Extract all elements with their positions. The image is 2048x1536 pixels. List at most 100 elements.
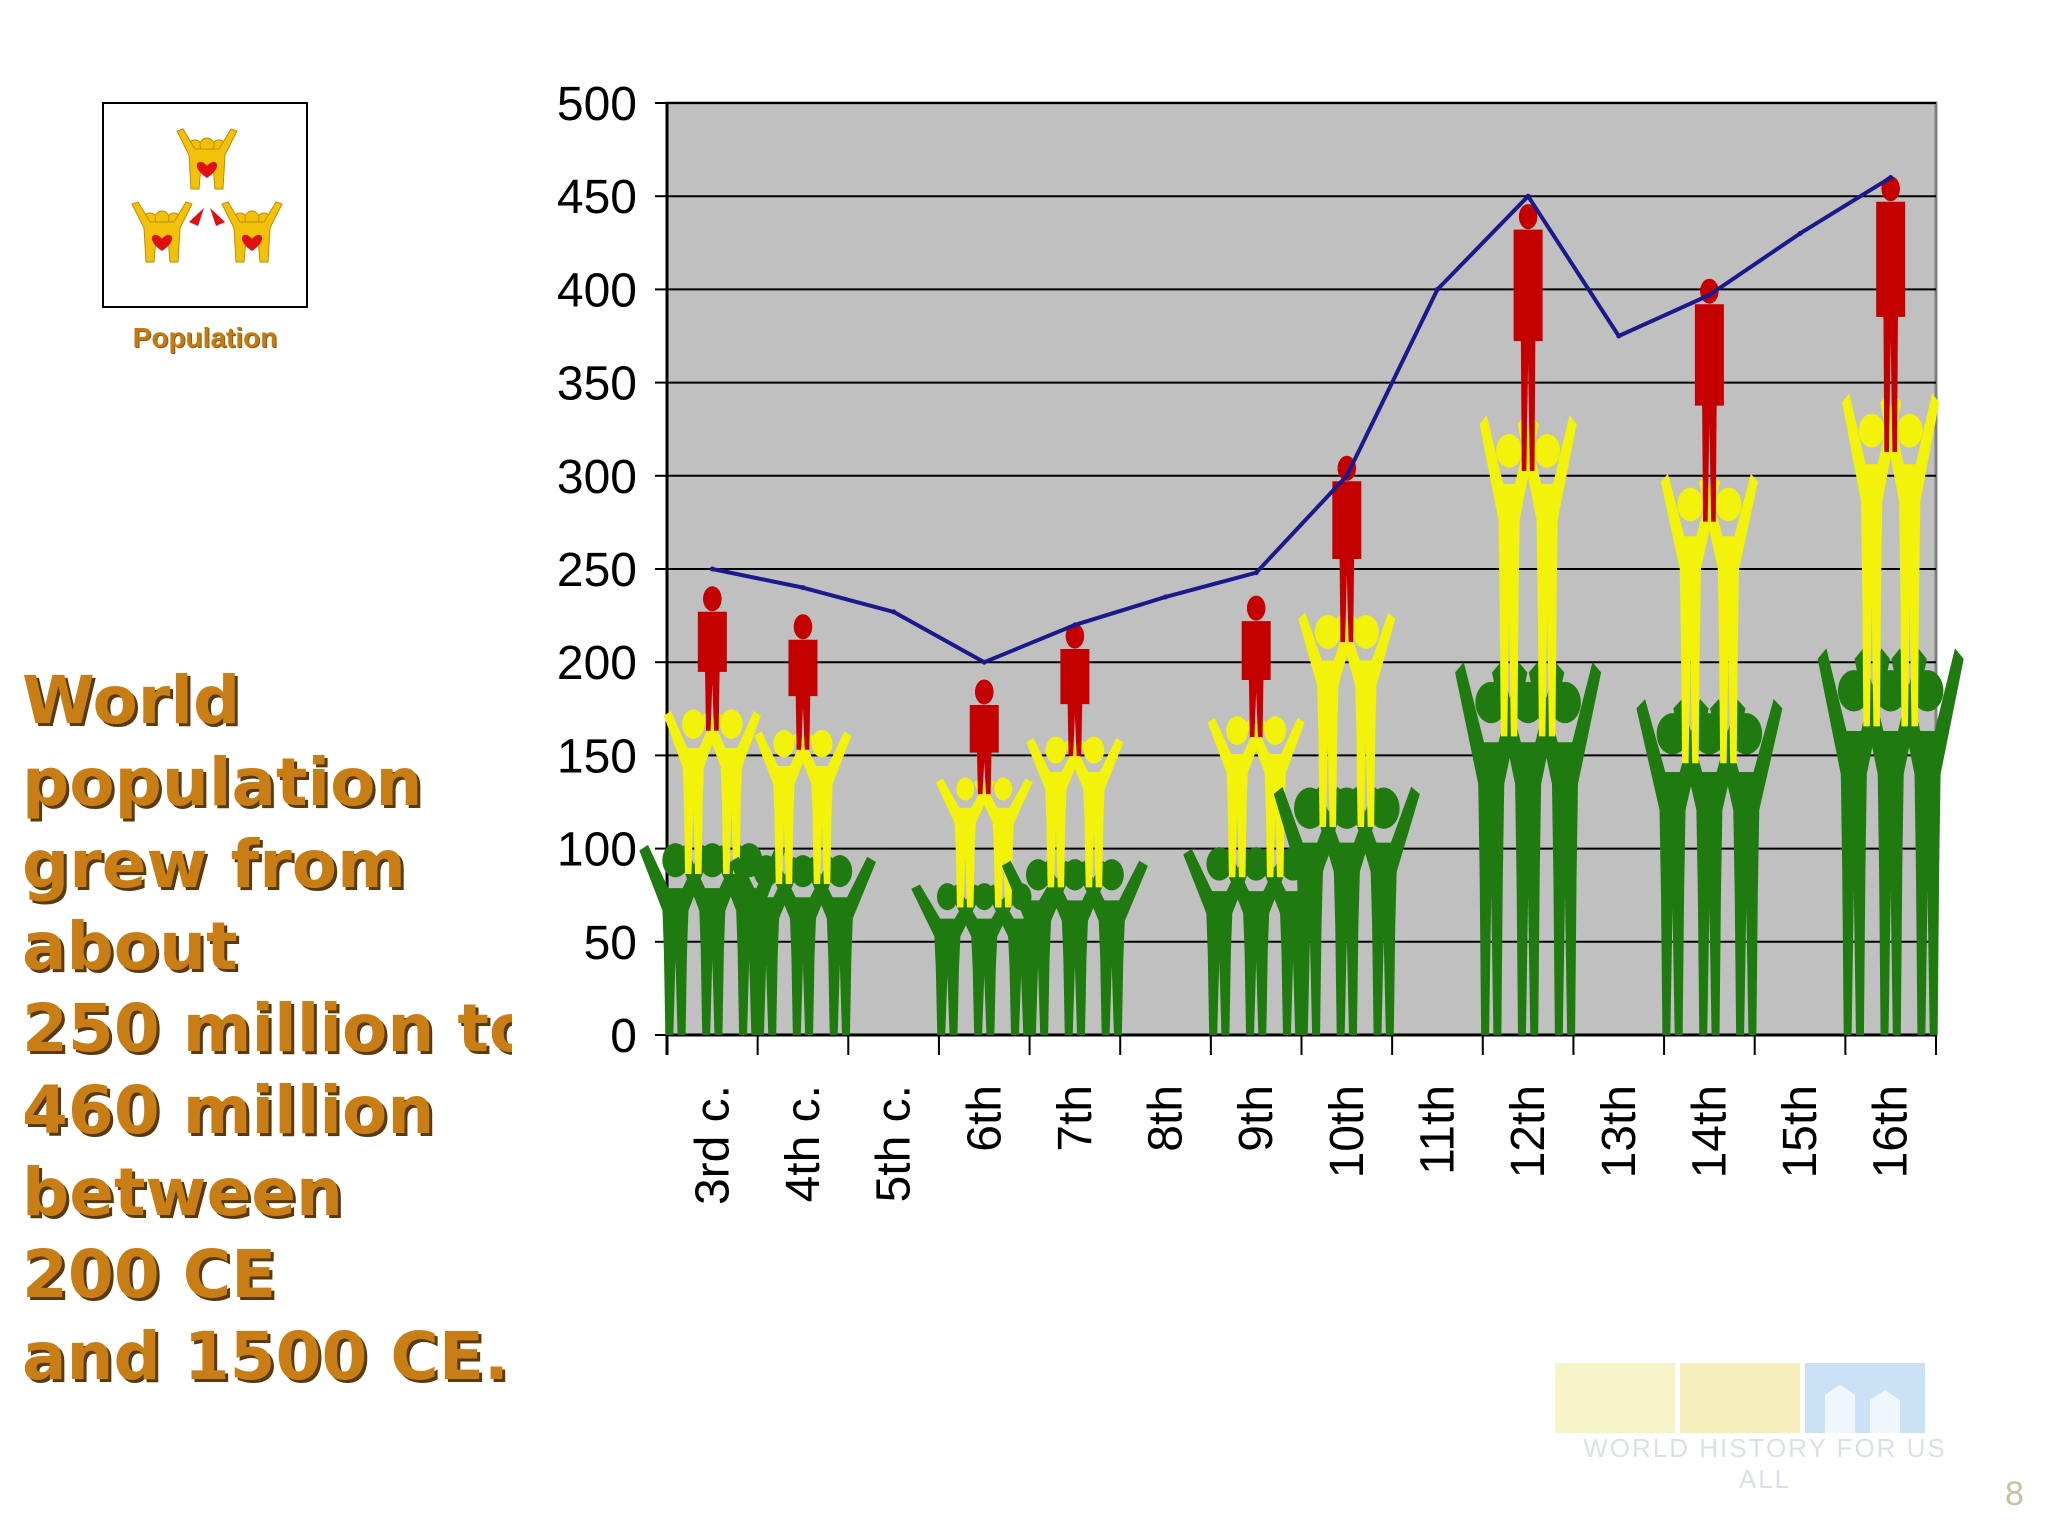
yellow-figure-body [1698,473,1758,764]
population-point [1797,230,1803,236]
yellow-figure-body [1660,473,1720,764]
yellow-figure-head [682,709,705,739]
population-point [1616,333,1622,339]
y-tick-label: 450 [557,171,637,224]
green-figure-head [1367,787,1400,829]
headline-line: 200 CE [22,1236,277,1313]
yellow-figure-body [792,731,852,885]
red-figure-body [969,704,999,795]
headline-line: between [22,1154,344,1231]
population-point [1072,622,1078,628]
headline-line: population [22,744,423,821]
red-figure-body [1876,201,1906,452]
x-tick-label: 7th [1049,1085,1102,1152]
yellow-figure-body [1064,737,1124,888]
yellow-figure-head [1896,413,1923,448]
green-figure-body [1891,648,1964,1035]
y-tick-label: 150 [557,730,637,783]
yellow-figure-head [1715,487,1742,522]
population-point [1706,292,1712,298]
headline-line: grew from [22,826,406,903]
pictogram-stack [1273,455,1420,1035]
pictogram-stack [1636,278,1783,1035]
red-figure-body [1332,481,1362,643]
yellow-figure-body [1842,393,1902,727]
population-point [1344,473,1350,479]
yellow-figure-body [754,731,814,885]
yellow-figure-head [1352,615,1379,649]
headline-line: about [22,908,238,985]
yellow-figure-body [1479,415,1539,737]
x-tick-label: 15th [1774,1085,1827,1178]
green-figure-body [1347,786,1420,1035]
yellow-figure-head [1226,716,1249,745]
headline-line: 250 million to [22,990,512,1067]
world-history-watermark: WORLD HISTORY FOR US ALL [1555,1355,1975,1494]
x-tick-label: 6th [958,1085,1011,1152]
headline-line: 460 million [22,1072,435,1149]
population-point [1434,286,1440,292]
x-tick-label: 4th c. [777,1085,830,1202]
y-tick-label: 350 [557,358,637,411]
y-tick-labels: 0 50 100 150 200 250 300 350 400 450 500 [557,78,637,1063]
logo-label: Population [132,322,278,353]
yellow-figure-head [811,729,833,758]
yellow-figure-body [1517,415,1577,737]
pictogram-stack [729,614,876,1035]
pictogram-stack [1817,176,1964,1035]
pictogram-stack [1183,595,1330,1035]
x-tick-label: 16th [1865,1085,1918,1178]
y-tick-label: 400 [557,264,637,317]
yellow-figure-head [1677,487,1704,522]
x-tick-label: 5th c. [868,1085,921,1202]
pictogram-figures [639,176,1964,1035]
x-tick-label: 13th [1593,1085,1646,1178]
yellow-figure-body [973,778,1033,908]
page-number: 8 [2005,1475,2024,1513]
green-figure-head [827,855,853,888]
green-figure-head [1549,681,1581,724]
x-tick-label: 14th [1683,1085,1736,1178]
red-figure-body [788,639,818,750]
yellow-figure-body [1336,612,1396,827]
green-figure-body [1710,699,1783,1035]
green-figure-body [713,844,786,1035]
x-tick-label: 11th [1411,1085,1464,1175]
population-line [711,175,1892,665]
red-figure-head [793,614,813,640]
green-figure-head [1099,859,1124,891]
population-point [1253,570,1259,576]
red-figure-body [1241,621,1271,738]
green-figure-body [1528,662,1602,1035]
yellow-figure-head [1314,615,1341,649]
pictogram-stack [639,586,786,1035]
yellow-figure-head [956,777,975,801]
population-point [891,609,897,615]
population-point [1888,175,1894,181]
red-figure-body [1513,229,1543,471]
yellow-figure-head [1083,736,1105,764]
green-figure-body [1075,860,1148,1035]
yellow-figure-head [720,709,743,739]
watermark-logo-icon [1555,1363,1925,1433]
red-figure-head [1518,204,1538,230]
red-figure-head [1065,623,1085,649]
y-tick-label: 500 [557,78,637,131]
population-point [800,585,806,591]
y-tick-label: 300 [557,451,637,504]
x-tick-label: 10th [1321,1085,1374,1178]
y-tick-label: 0 [610,1010,637,1063]
red-figure-body [1060,649,1090,757]
population-point [1525,193,1531,199]
red-figure-body [1694,304,1724,522]
red-figure-head [703,586,722,612]
x-tick-label: 3rd c. [686,1085,739,1205]
yellow-figure-body [701,710,761,874]
yellow-figure-head [773,729,795,758]
green-figure-head [1911,670,1944,712]
headline-text: World population grew from about 250 million… [22,660,512,1400]
headline-line: World [22,662,241,739]
x-tick-label: 9th [1230,1085,1283,1152]
yellow-figure-body [1026,737,1086,888]
